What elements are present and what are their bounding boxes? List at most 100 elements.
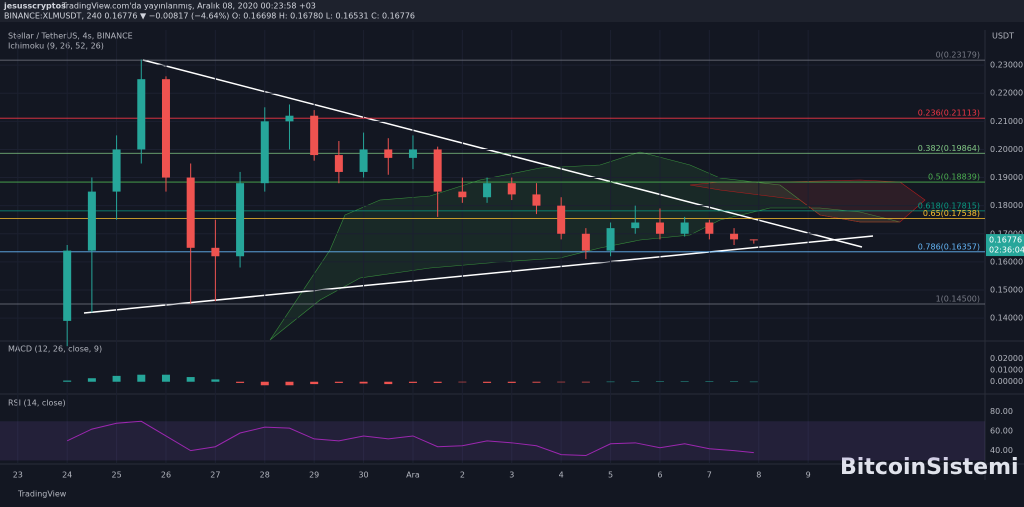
macd-bar [112, 375, 121, 382]
x-tick-label: 9 [806, 471, 811, 480]
candle-body [749, 239, 758, 241]
x-tick-label: 23 [13, 471, 23, 480]
candle-body [655, 222, 664, 234]
macd-bar [705, 381, 714, 382]
candle-body [631, 222, 640, 229]
header-bar [0, 0, 1024, 22]
macd-bar [483, 381, 492, 383]
candle-body [408, 149, 417, 158]
macd-bar [581, 381, 590, 383]
ticker: BINANCE:XLMUSDT, 240 0.16776 ▼ −0.00817 … [4, 12, 415, 21]
macd-bar [161, 374, 170, 382]
x-tick-label: 8 [756, 471, 761, 480]
macd-bar [557, 381, 566, 383]
fib-label: 0.786(0.16357) [918, 242, 980, 251]
rsi-tick-label: 60.00 [990, 427, 1013, 436]
x-tick-label: 30 [358, 471, 368, 480]
candle-body [310, 115, 319, 156]
macd-tick-label: 0.01000 [990, 366, 1023, 375]
x-tick-label: 6 [657, 471, 662, 480]
rsi-line [66, 420, 754, 457]
y-tick-label: 0.14000 [990, 314, 1023, 323]
macd-bar [384, 381, 393, 385]
macd-bar [458, 381, 467, 383]
candle-body [161, 79, 170, 178]
candle-body [705, 222, 714, 234]
macd-title: MACD (12, 26, close, 9) [8, 345, 102, 354]
candle-body [285, 115, 294, 122]
fib-label: 0.618(0.17815) [918, 201, 980, 210]
y-tick-label: 0.23000 [990, 61, 1023, 70]
x-tick-label: 25 [111, 471, 121, 480]
macd-bar [507, 381, 516, 383]
candle-body [483, 183, 492, 198]
brand: TradingView [17, 490, 67, 499]
candle-body [507, 183, 516, 195]
currency: USDT [992, 32, 1014, 41]
candle-body [532, 194, 541, 206]
y-tick-label: 0.15000 [990, 285, 1023, 294]
macd-bar [334, 381, 343, 383]
candle-body [557, 205, 566, 234]
author: jesusscryptos [3, 2, 66, 11]
published: TradingView.com'da yayınlanmış, Aralık 0… [61, 2, 316, 11]
macd-bar [433, 381, 442, 383]
y-tick-label: 0.21000 [990, 117, 1023, 126]
macd-tick-label: 0.02000 [990, 354, 1023, 363]
candle-body [260, 121, 269, 184]
x-tick-label: 29 [309, 471, 319, 480]
x-tick-label: 5 [608, 471, 613, 480]
candle-body [112, 149, 121, 192]
rsi-tick-label: 40.00 [990, 446, 1013, 455]
x-tick-label: 27 [210, 471, 220, 480]
candle-body [730, 233, 739, 240]
macd-bar [87, 378, 96, 382]
candle-body [236, 183, 245, 257]
macd-bar [260, 381, 269, 386]
candle-body [458, 191, 467, 198]
macd-bar [310, 381, 319, 385]
fib-label: 1(0.14500) [936, 295, 980, 304]
macd-bar [211, 379, 220, 382]
y-tick-label: 0.22000 [990, 89, 1023, 98]
macd-tick-label: 0.00000 [990, 377, 1023, 386]
candle-body [137, 79, 146, 150]
x-tick-label: 2 [460, 471, 465, 480]
x-tick-label: 7 [707, 471, 712, 480]
fib-label: 0.5(0.18839) [928, 173, 980, 182]
watermark: BitcoinSistemi [840, 455, 1019, 480]
last-price-box [986, 234, 1024, 257]
y-tick-label: 0.19000 [990, 173, 1023, 182]
indicator: Ichimoku (9, 26, 52, 26) [8, 42, 104, 51]
candle-body [334, 155, 343, 172]
macd-bar [730, 381, 739, 383]
macd-bar [63, 380, 72, 382]
candle-body [581, 233, 590, 251]
y-tick-label: 0.16000 [990, 257, 1023, 266]
last-price: 0.16776 [989, 236, 1022, 245]
fib-label: 0(0.23179) [936, 51, 980, 60]
macd-bar [655, 381, 664, 382]
y-tick-label: 0.18000 [990, 201, 1023, 210]
fib-label: 0.382(0.19864) [918, 144, 980, 153]
fib-label: 0.236(0.21113) [918, 109, 980, 118]
candle-body [433, 149, 442, 192]
countdown: 02:36:04 [989, 246, 1024, 255]
candle-body [359, 149, 368, 172]
chart-title: Stellar / TetherUS, 4s, BINANCE [8, 32, 133, 41]
macd-bar [285, 381, 294, 386]
candle-body [63, 250, 72, 321]
x-tick-label: 28 [260, 471, 270, 480]
x-tick-label: 4 [559, 471, 564, 480]
rsi-tick-label: 80.00 [990, 407, 1013, 416]
macd-bar [236, 381, 245, 383]
macd-bar [749, 381, 758, 383]
candle-body [211, 247, 220, 257]
rsi-title: RSI (14, close) [8, 399, 66, 408]
macd-bar [359, 381, 368, 384]
macd-bar [137, 374, 146, 382]
candle-body [384, 149, 393, 158]
x-tick-label: 3 [509, 471, 514, 480]
y-tick-label: 0.20000 [990, 145, 1023, 154]
